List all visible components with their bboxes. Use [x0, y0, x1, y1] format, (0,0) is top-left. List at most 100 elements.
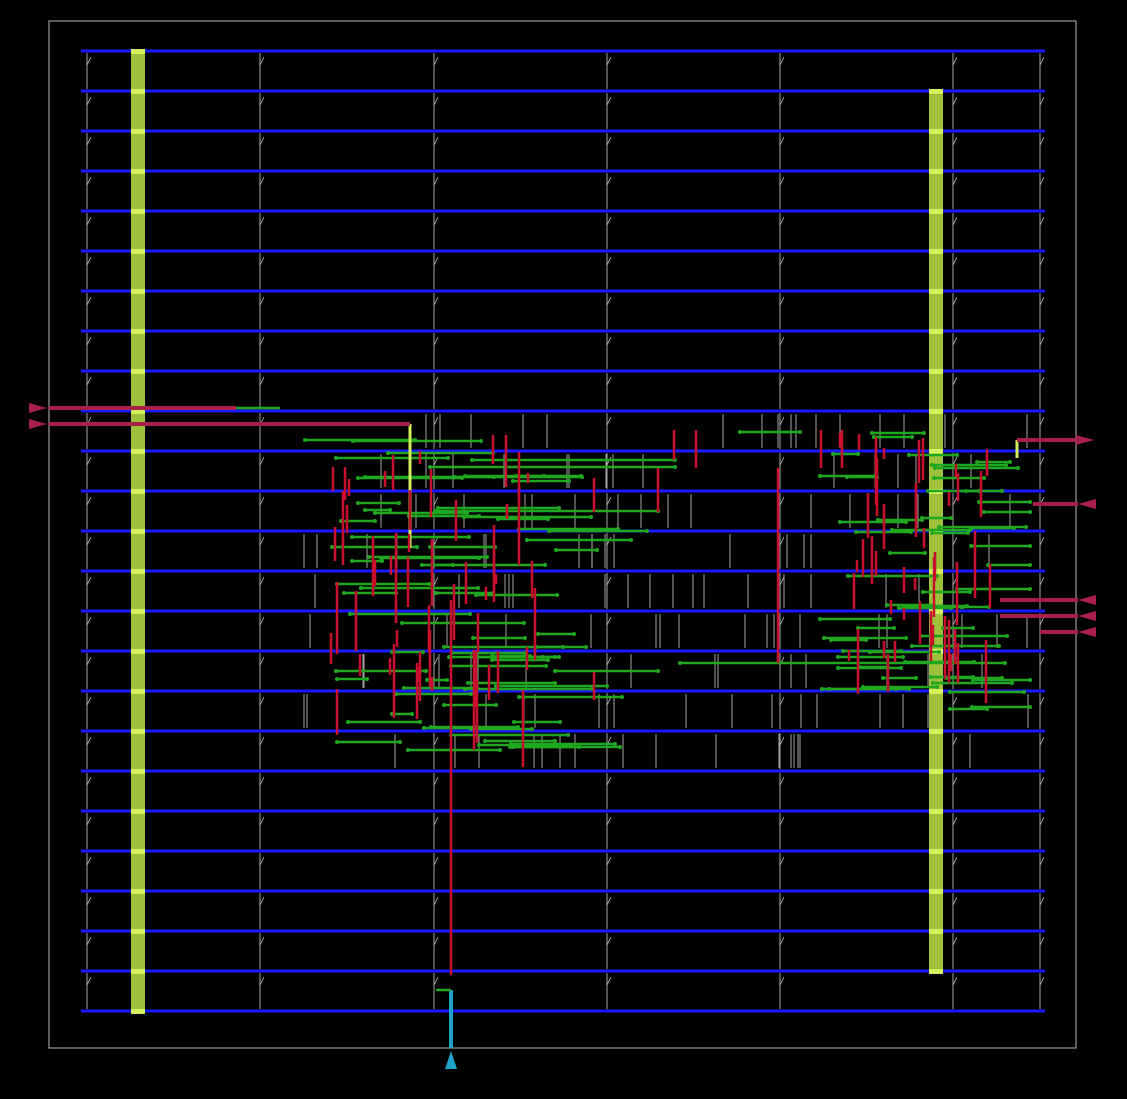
- stripe-via: [131, 489, 145, 494]
- cell-pin-mark: [952, 976, 958, 986]
- via: [476, 586, 480, 590]
- cell-pin-mark: [433, 976, 439, 986]
- via: [798, 430, 802, 434]
- via: [490, 658, 494, 662]
- via: [530, 727, 534, 731]
- via: [350, 559, 354, 563]
- via: [388, 508, 392, 512]
- via: [517, 695, 521, 699]
- via: [415, 545, 419, 549]
- via: [1003, 661, 1007, 665]
- via: [553, 655, 557, 659]
- cell-pin-mark: [86, 696, 92, 706]
- cell-pin-mark: [779, 776, 785, 786]
- cell-pin-mark: [86, 656, 92, 666]
- cell-pin-mark: [86, 496, 92, 506]
- via: [350, 535, 354, 539]
- via: [968, 590, 972, 594]
- cell-pin-mark: [433, 856, 439, 866]
- via: [885, 603, 889, 607]
- cell-pin-mark: [952, 176, 958, 186]
- die-boundary: [48, 20, 1077, 1049]
- cell-pin-mark: [606, 896, 612, 906]
- cell-pin-mark: [779, 976, 785, 986]
- stripe-via: [131, 169, 145, 174]
- via: [544, 664, 548, 668]
- via: [436, 506, 440, 510]
- cell-pin-mark: [1039, 896, 1045, 906]
- via: [359, 586, 363, 590]
- cell-pin-mark: [86, 296, 92, 306]
- via: [1008, 460, 1012, 464]
- via: [1028, 510, 1032, 514]
- via: [558, 720, 562, 724]
- via: [492, 475, 496, 479]
- via: [421, 650, 425, 654]
- via: [955, 453, 959, 457]
- cell-pin-mark: [1039, 216, 1045, 226]
- stripe-via: [131, 369, 145, 374]
- cell-pin-mark: [433, 176, 439, 186]
- cell-pin-mark: [433, 136, 439, 146]
- stripe-via: [929, 769, 943, 774]
- via: [1005, 634, 1009, 638]
- via: [595, 548, 599, 552]
- cell-pin-mark: [259, 896, 265, 906]
- stripe-via: [929, 969, 943, 974]
- cell-pin-mark: [779, 736, 785, 746]
- via: [888, 617, 892, 621]
- via: [982, 476, 986, 480]
- cell-pin-mark: [952, 256, 958, 266]
- stripe-via: [929, 409, 943, 414]
- cell-pin-mark: [433, 696, 439, 706]
- cell-pin-mark: [952, 376, 958, 386]
- via: [997, 644, 1001, 648]
- cell-pin-mark: [86, 256, 92, 266]
- via: [1016, 466, 1020, 470]
- cell-pin-mark: [952, 56, 958, 66]
- cell-pin-mark: [259, 496, 265, 506]
- standard-cell-outlines: [86, 53, 1045, 1009]
- via: [451, 563, 455, 567]
- cell-pin-mark: [1039, 616, 1045, 626]
- via: [907, 453, 911, 457]
- cell-pin-mark: [1039, 536, 1045, 546]
- cell-pin-mark: [779, 456, 785, 466]
- cell-pin-mark: [86, 616, 92, 626]
- via: [1000, 489, 1004, 493]
- via: [1010, 681, 1014, 685]
- cell-pin-mark: [1039, 376, 1045, 386]
- cell-pin-mark: [606, 616, 612, 626]
- via: [929, 675, 933, 679]
- via: [446, 456, 450, 460]
- cell-pin-mark: [433, 56, 439, 66]
- cell-pin-mark: [259, 456, 265, 466]
- via: [397, 501, 401, 505]
- via: [838, 520, 842, 524]
- stripe-via: [131, 769, 145, 774]
- via: [406, 748, 410, 752]
- stripe-via: [131, 649, 145, 654]
- cell-pin-mark: [433, 216, 439, 226]
- cell-pin-mark: [779, 176, 785, 186]
- via: [904, 636, 908, 640]
- cell-pin-mark: [952, 336, 958, 346]
- stripe-via: [131, 969, 145, 974]
- stripe-via: [929, 449, 943, 454]
- via: [469, 692, 473, 696]
- stripe-via: [929, 689, 943, 694]
- cell-pin-mark: [952, 856, 958, 866]
- cell-pin-mark: [433, 576, 439, 586]
- via: [1024, 525, 1028, 529]
- via: [303, 438, 307, 442]
- stripe-via: [929, 129, 943, 134]
- stripe-via: [929, 329, 943, 334]
- via: [542, 474, 546, 478]
- cell-pin-mark: [606, 216, 612, 226]
- via: [829, 638, 833, 642]
- via: [910, 435, 914, 439]
- via: [836, 666, 840, 670]
- via: [1004, 463, 1008, 467]
- via: [379, 556, 383, 560]
- via: [555, 593, 559, 597]
